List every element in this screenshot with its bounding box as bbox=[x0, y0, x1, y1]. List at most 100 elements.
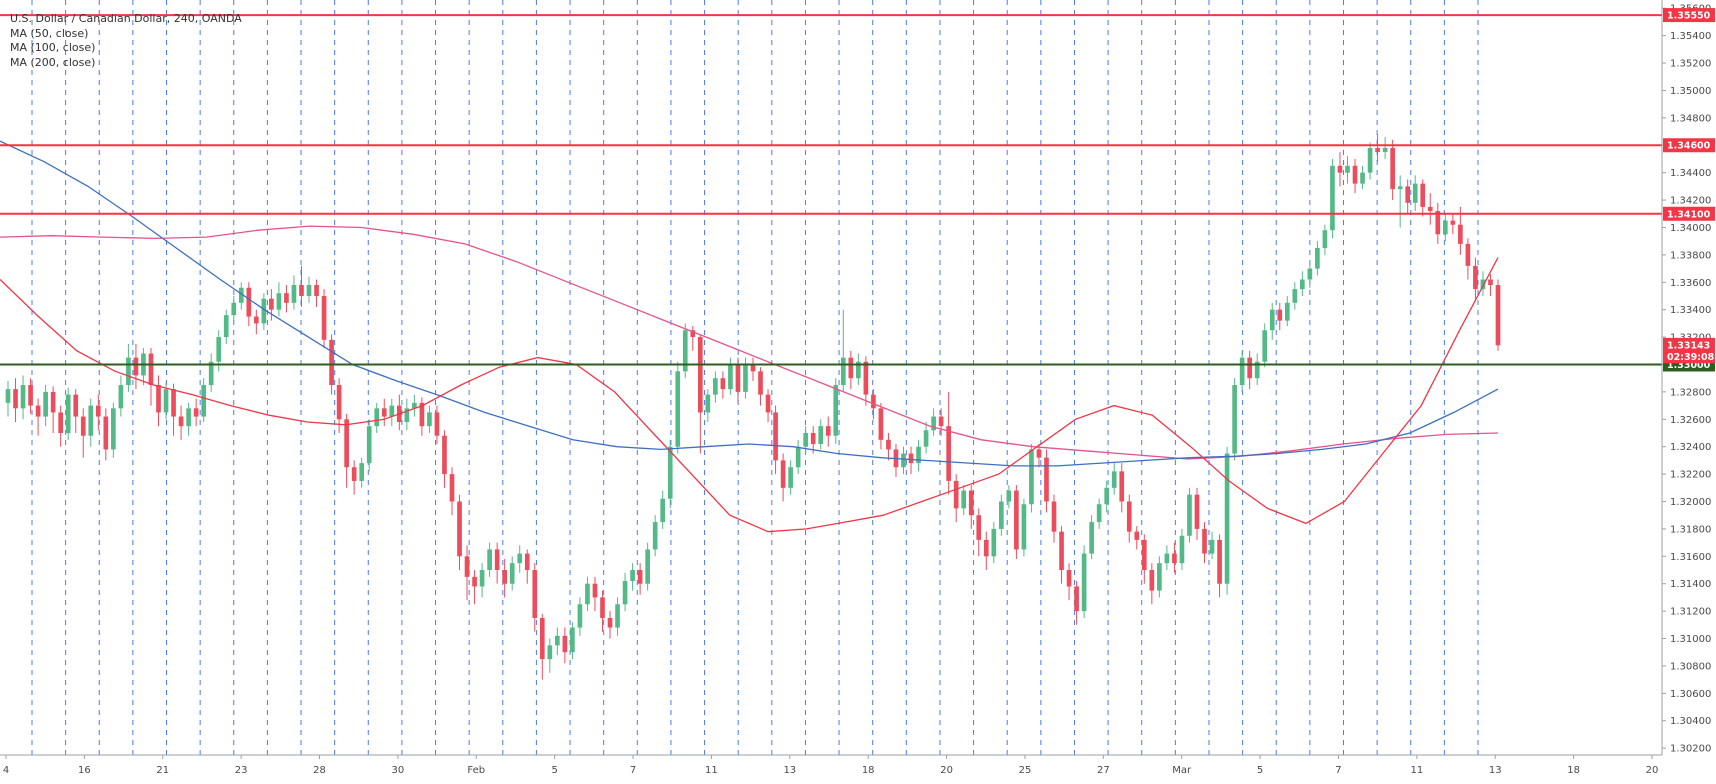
candle-down bbox=[878, 408, 884, 440]
candle-up bbox=[840, 357, 846, 386]
candle-down bbox=[1473, 265, 1478, 290]
candle-up bbox=[1239, 357, 1245, 386]
candle-up bbox=[404, 408, 410, 423]
candle-down bbox=[1202, 528, 1207, 554]
candle-up bbox=[961, 490, 967, 509]
candle-up bbox=[1284, 302, 1290, 321]
price-tick-label: 1.32200 bbox=[1670, 470, 1711, 481]
ma100-line bbox=[0, 140, 1499, 467]
candle-up bbox=[1209, 539, 1215, 554]
candle-down bbox=[1495, 285, 1501, 346]
candle-down bbox=[73, 394, 79, 417]
candle-up bbox=[1269, 309, 1275, 331]
price-tick-label: 1.33400 bbox=[1670, 305, 1711, 316]
price-tick-label: 1.31600 bbox=[1670, 552, 1711, 563]
candle-down bbox=[434, 412, 440, 436]
time-tick-label: 13 bbox=[783, 765, 796, 776]
candle-up bbox=[652, 522, 658, 550]
candle-down bbox=[50, 391, 56, 413]
candle-up bbox=[223, 315, 229, 338]
chart-legend: U.S. Dollar / Canadian Dollar, 240, OAND… bbox=[10, 12, 242, 70]
candle-up bbox=[1345, 165, 1350, 173]
time-tick-label: 27 bbox=[1097, 765, 1110, 776]
candle-down bbox=[863, 361, 869, 395]
candle-up bbox=[43, 391, 48, 417]
candle-down bbox=[464, 556, 470, 577]
candle-down bbox=[810, 432, 816, 444]
legend-ma-200: MA (200, close) bbox=[10, 55, 96, 69]
time-tick-label: 11 bbox=[1410, 765, 1423, 776]
candle-up bbox=[1367, 147, 1373, 173]
price-tick-label: 1.30600 bbox=[1670, 689, 1711, 700]
candle-up bbox=[728, 364, 733, 390]
candle-up bbox=[261, 298, 267, 324]
candle-up bbox=[1322, 230, 1328, 249]
candle-down bbox=[562, 635, 568, 653]
candle-up bbox=[1164, 553, 1170, 564]
candle-up bbox=[1096, 504, 1102, 523]
candle-down bbox=[765, 394, 771, 413]
candle-up bbox=[238, 287, 244, 303]
level-label: 1.33000 bbox=[1667, 360, 1711, 371]
candle-up bbox=[1157, 563, 1162, 591]
price-tick-label: 1.35000 bbox=[1670, 86, 1711, 97]
candle-down bbox=[171, 389, 176, 417]
candle-up bbox=[795, 446, 801, 468]
candle-down bbox=[983, 539, 989, 557]
candle-down bbox=[946, 426, 951, 481]
legend-ma-50: MA (50, close) bbox=[10, 26, 89, 40]
candle-down bbox=[690, 330, 696, 338]
candle-down bbox=[1194, 494, 1200, 529]
candle-down bbox=[1126, 501, 1132, 532]
candle-down bbox=[351, 467, 357, 481]
time-tick-label: 5 bbox=[551, 765, 557, 776]
candle-down bbox=[976, 515, 982, 540]
candle-up bbox=[856, 361, 861, 379]
time-tick-label: 28 bbox=[313, 765, 326, 776]
candle-down bbox=[1066, 570, 1072, 587]
time-tick-label: 25 bbox=[1019, 765, 1032, 776]
candle-up bbox=[111, 408, 116, 450]
candle-up bbox=[555, 635, 560, 646]
candle-down bbox=[758, 371, 763, 395]
candle-up bbox=[216, 337, 222, 362]
time-tick-label: 20 bbox=[1646, 765, 1659, 776]
candle-down bbox=[381, 408, 387, 417]
candle-down bbox=[1141, 539, 1147, 571]
candle-down bbox=[780, 460, 786, 488]
candle-down bbox=[193, 408, 199, 417]
price-tick-label: 1.31400 bbox=[1670, 579, 1711, 590]
candle-down bbox=[1044, 457, 1049, 502]
candle-up bbox=[705, 394, 711, 413]
candle-up bbox=[1330, 165, 1335, 231]
candle-down bbox=[908, 453, 914, 464]
time-tick-label: 7 bbox=[630, 765, 636, 776]
candle-down bbox=[1405, 186, 1411, 203]
candle-down bbox=[344, 419, 349, 468]
candle-down bbox=[1074, 586, 1079, 612]
candle-up bbox=[901, 453, 906, 468]
price-tick-label: 1.35400 bbox=[1670, 31, 1711, 42]
candle-down bbox=[58, 412, 64, 433]
price-tick-label: 1.34000 bbox=[1670, 223, 1711, 234]
price-tick-label: 1.34200 bbox=[1670, 196, 1711, 207]
candle-up bbox=[713, 378, 718, 395]
time-tick-label: 21 bbox=[156, 765, 169, 776]
candle-up bbox=[916, 446, 921, 464]
candle-up bbox=[208, 361, 214, 386]
candle-down bbox=[825, 426, 831, 436]
level-label-bg bbox=[1663, 206, 1715, 221]
price-tick-label: 1.30400 bbox=[1670, 716, 1711, 727]
price-tick-label: 1.30800 bbox=[1670, 661, 1711, 672]
candle-up bbox=[20, 385, 26, 409]
candle-up bbox=[118, 385, 124, 409]
candle-down bbox=[848, 357, 854, 379]
candle-down bbox=[1036, 449, 1042, 458]
candle-up bbox=[412, 402, 417, 409]
candle-down bbox=[539, 617, 545, 660]
candle-up bbox=[645, 549, 650, 584]
candle-up bbox=[65, 394, 71, 433]
candle-down bbox=[329, 339, 334, 386]
